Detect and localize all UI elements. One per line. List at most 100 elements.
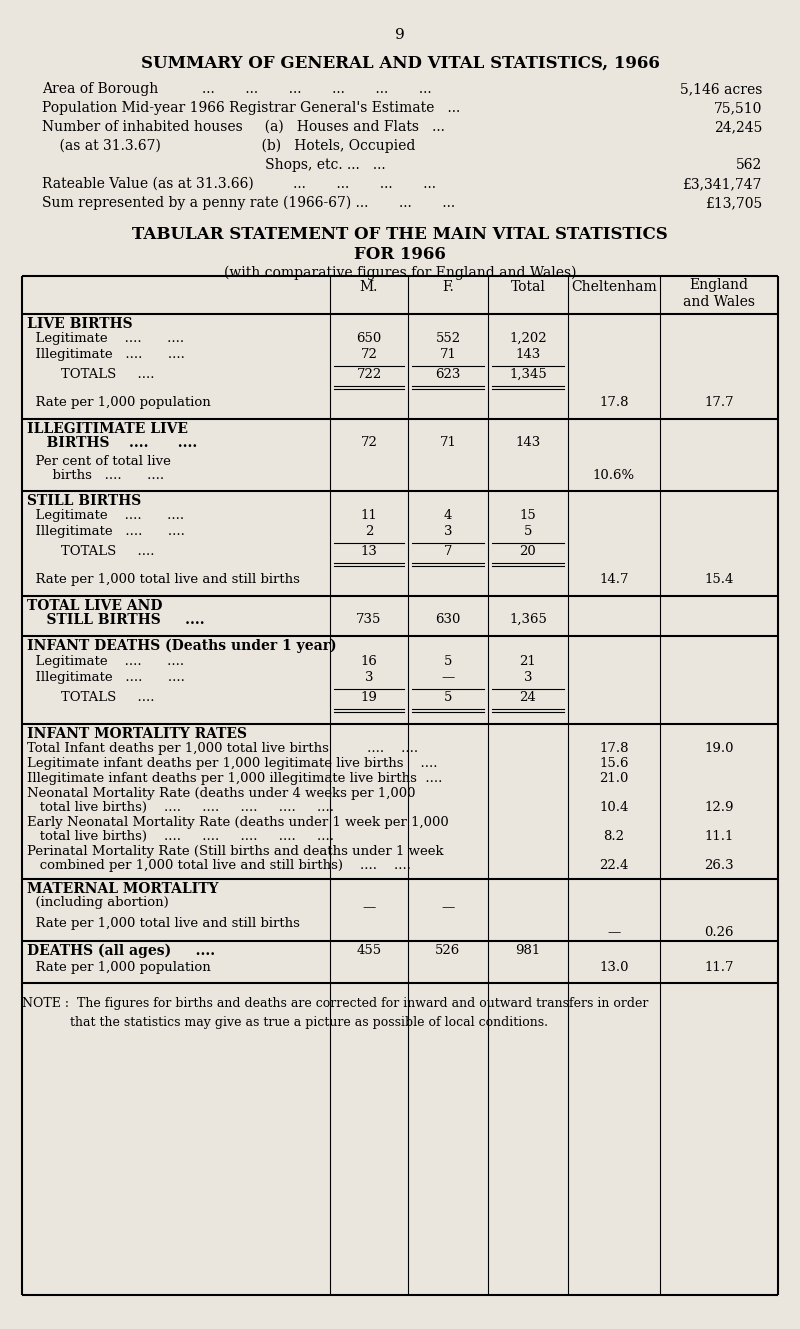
Text: Rate per 1,000 population: Rate per 1,000 population: [27, 961, 210, 974]
Text: Number of inhabited houses     (a)   Houses and Flats   ...: Number of inhabited houses (a) Houses an…: [42, 120, 445, 134]
Text: 4: 4: [444, 509, 452, 522]
Text: 1,202: 1,202: [509, 332, 547, 346]
Text: Legitimate infant deaths per 1,000 legitimate live births    ....: Legitimate infant deaths per 1,000 legit…: [27, 758, 438, 769]
Text: Illegitimate   ....      ....: Illegitimate .... ....: [27, 525, 185, 538]
Text: 15.6: 15.6: [599, 758, 629, 769]
Text: INFANT DEATHS (Deaths under 1 year): INFANT DEATHS (Deaths under 1 year): [27, 639, 337, 654]
Text: 14.7: 14.7: [599, 573, 629, 586]
Text: NOTE :  The figures for births and deaths are corrected for inward and outward t: NOTE : The figures for births and deaths…: [22, 997, 648, 1029]
Text: TOTALS     ....: TOTALS ....: [27, 368, 154, 381]
Text: 21: 21: [520, 655, 536, 668]
Text: TOTALS     ....: TOTALS ....: [27, 545, 154, 558]
Text: Sum represented by a penny rate (1966-67) ...       ...       ...: Sum represented by a penny rate (1966-67…: [42, 195, 455, 210]
Text: LIVE BIRTHS: LIVE BIRTHS: [27, 318, 133, 331]
Text: MATERNAL MORTALITY: MATERNAL MORTALITY: [27, 882, 218, 896]
Text: Illegitimate   ....      ....: Illegitimate .... ....: [27, 671, 185, 684]
Text: SUMMARY OF GENERAL AND VITAL STATISTICS, 1966: SUMMARY OF GENERAL AND VITAL STATISTICS,…: [141, 54, 659, 72]
Text: 19.0: 19.0: [704, 742, 734, 755]
Text: 3: 3: [365, 671, 374, 684]
Text: Rate per 1,000 population: Rate per 1,000 population: [27, 396, 210, 409]
Text: 11.1: 11.1: [704, 831, 734, 843]
Text: TOTAL LIVE AND: TOTAL LIVE AND: [27, 599, 162, 613]
Text: Legitimate    ....      ....: Legitimate .... ....: [27, 509, 184, 522]
Text: STILL BIRTHS     ....: STILL BIRTHS ....: [27, 613, 205, 627]
Text: (including abortion): (including abortion): [27, 896, 169, 909]
Text: (as at 31.3.67)                       (b)   Hotels, Occupied: (as at 31.3.67) (b) Hotels, Occupied: [42, 140, 415, 153]
Text: 3: 3: [524, 671, 532, 684]
Text: 16: 16: [361, 655, 378, 668]
Text: Perinatal Mortality Rate (Still births and deaths under 1 week: Perinatal Mortality Rate (Still births a…: [27, 845, 444, 859]
Text: 17.7: 17.7: [704, 396, 734, 409]
Text: 562: 562: [736, 158, 762, 171]
Text: 21.0: 21.0: [599, 772, 629, 785]
Text: Rate per 1,000 total live and still births: Rate per 1,000 total live and still birt…: [27, 917, 300, 930]
Text: Total: Total: [510, 280, 546, 294]
Text: 0.26: 0.26: [704, 926, 734, 940]
Text: 5: 5: [444, 691, 452, 704]
Text: Early Neonatal Mortality Rate (deaths under 1 week per 1,000: Early Neonatal Mortality Rate (deaths un…: [27, 816, 449, 829]
Text: 455: 455: [357, 944, 382, 957]
Text: Shops, etc. ...   ...: Shops, etc. ... ...: [42, 158, 386, 171]
Text: 650: 650: [356, 332, 382, 346]
Text: (with comparative figures for England and Wales): (with comparative figures for England an…: [224, 266, 576, 280]
Text: 72: 72: [361, 436, 378, 449]
Text: Area of Borough          ...       ...       ...       ...       ...       ...: Area of Borough ... ... ... ... ... ...: [42, 82, 432, 96]
Text: 1,345: 1,345: [509, 368, 547, 381]
Text: 22.4: 22.4: [599, 859, 629, 872]
Text: 15.4: 15.4: [704, 573, 734, 586]
Text: 13: 13: [361, 545, 378, 558]
Text: 26.3: 26.3: [704, 859, 734, 872]
Text: 526: 526: [435, 944, 461, 957]
Text: 623: 623: [435, 368, 461, 381]
Text: 11.7: 11.7: [704, 961, 734, 974]
Text: F.: F.: [442, 280, 454, 294]
Text: 8.2: 8.2: [603, 831, 625, 843]
Text: 11: 11: [361, 509, 378, 522]
Text: £3,341,747: £3,341,747: [682, 177, 762, 191]
Text: 981: 981: [515, 944, 541, 957]
Text: 71: 71: [439, 436, 457, 449]
Text: Total Infant deaths per 1,000 total live births         ....    ....: Total Infant deaths per 1,000 total live…: [27, 742, 418, 755]
Text: M.: M.: [360, 280, 378, 294]
Text: Neonatal Mortality Rate (deaths under 4 weeks per 1,000: Neonatal Mortality Rate (deaths under 4 …: [27, 787, 415, 800]
Text: 20: 20: [520, 545, 536, 558]
Text: Per cent of total live: Per cent of total live: [27, 455, 171, 468]
Text: £13,705: £13,705: [705, 195, 762, 210]
Text: 10.4: 10.4: [599, 801, 629, 813]
Text: 7: 7: [444, 545, 452, 558]
Text: 12.9: 12.9: [704, 801, 734, 813]
Text: FOR 1966: FOR 1966: [354, 246, 446, 263]
Text: combined per 1,000 total live and still births)    ....    ....: combined per 1,000 total live and still …: [27, 859, 411, 872]
Text: 5: 5: [524, 525, 532, 538]
Text: 5,146 acres: 5,146 acres: [680, 82, 762, 96]
Text: Legitimate    ....      ....: Legitimate .... ....: [27, 332, 184, 346]
Text: —: —: [442, 671, 454, 684]
Text: DEATHS (all ages)     ....: DEATHS (all ages) ....: [27, 944, 215, 958]
Text: INFANT MORTALITY RATES: INFANT MORTALITY RATES: [27, 727, 247, 742]
Text: TABULAR STATEMENT OF THE MAIN VITAL STATISTICS: TABULAR STATEMENT OF THE MAIN VITAL STAT…: [132, 226, 668, 243]
Text: England
and Wales: England and Wales: [683, 278, 755, 310]
Text: STILL BIRTHS: STILL BIRTHS: [27, 494, 142, 508]
Text: 1,365: 1,365: [509, 613, 547, 626]
Text: Illegitimate   ....      ....: Illegitimate .... ....: [27, 348, 185, 361]
Text: Cheltenham: Cheltenham: [571, 280, 657, 294]
Text: —: —: [362, 901, 376, 914]
Text: 17.8: 17.8: [599, 396, 629, 409]
Text: 24,245: 24,245: [714, 120, 762, 134]
Text: 72: 72: [361, 348, 378, 361]
Text: Illegitimate infant deaths per 1,000 illegitimate live births  ....: Illegitimate infant deaths per 1,000 ill…: [27, 772, 442, 785]
Text: 630: 630: [435, 613, 461, 626]
Text: births   ....      ....: births .... ....: [27, 469, 164, 482]
Text: 722: 722: [356, 368, 382, 381]
Text: 9: 9: [395, 28, 405, 43]
Text: 143: 143: [515, 348, 541, 361]
Text: 735: 735: [356, 613, 382, 626]
Text: 71: 71: [439, 348, 457, 361]
Text: 2: 2: [365, 525, 373, 538]
Text: —: —: [442, 901, 454, 914]
Text: 13.0: 13.0: [599, 961, 629, 974]
Text: Rateable Value (as at 31.3.66)         ...       ...       ...       ...: Rateable Value (as at 31.3.66) ... ... .…: [42, 177, 436, 191]
Text: total live births)    ....     ....     ....     ....     ....: total live births) .... .... .... .... .…: [27, 831, 334, 843]
Text: 5: 5: [444, 655, 452, 668]
Text: total live births)    ....     ....     ....     ....     ....: total live births) .... .... .... .... .…: [27, 801, 334, 813]
